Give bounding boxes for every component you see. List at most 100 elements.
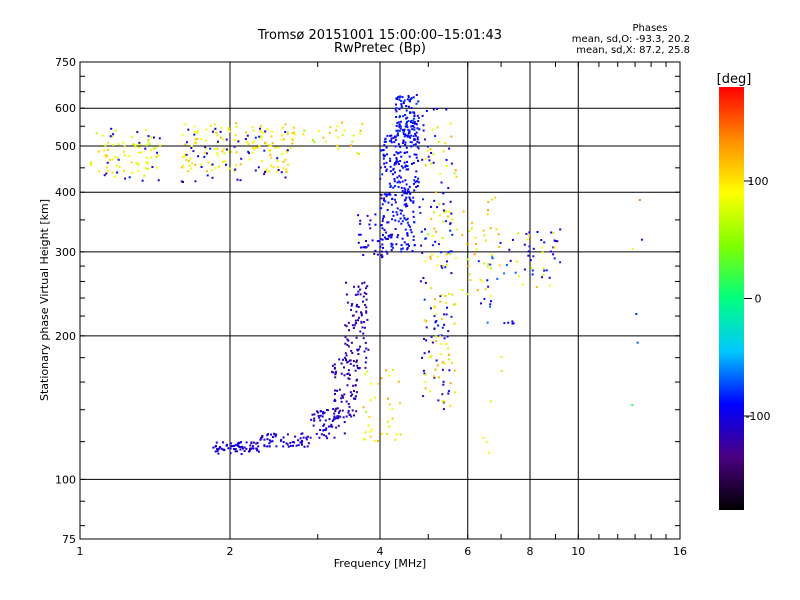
data-point [205, 128, 208, 131]
data-point [552, 246, 555, 249]
data-point [491, 256, 494, 259]
data-point [367, 348, 370, 351]
data-point [112, 143, 114, 146]
data-point [89, 162, 92, 165]
data-point [364, 246, 367, 249]
data-point [344, 324, 347, 327]
data-point [138, 151, 141, 154]
data-point [398, 116, 401, 119]
data-point [271, 440, 274, 443]
data-point [261, 435, 264, 438]
data-point [391, 407, 394, 410]
data-point [399, 127, 402, 130]
data-point [390, 139, 393, 142]
data-point [396, 176, 399, 179]
data-point [553, 257, 556, 260]
data-point [515, 260, 518, 263]
data-point [237, 140, 240, 143]
data-point [440, 294, 443, 297]
data-point [412, 182, 415, 185]
data-point [386, 252, 389, 255]
data-point [486, 279, 489, 282]
data-point [440, 181, 443, 184]
data-point [243, 446, 246, 449]
data-point [116, 171, 118, 174]
data-point [187, 170, 190, 173]
data-point [447, 215, 450, 218]
data-point [394, 185, 396, 187]
data-point [282, 167, 285, 170]
data-point [366, 214, 369, 217]
data-point [386, 153, 389, 156]
data-point [322, 429, 325, 432]
data-point [391, 233, 394, 236]
data-point [357, 241, 360, 244]
data-point [449, 253, 452, 256]
data-point [527, 254, 530, 257]
data-point [409, 136, 412, 139]
data-point [266, 434, 269, 437]
data-point [428, 350, 430, 353]
data-point [415, 94, 418, 96]
data-point [247, 150, 250, 153]
data-point [252, 447, 255, 450]
data-point [313, 419, 316, 422]
data-point [406, 121, 408, 124]
data-point [489, 303, 492, 306]
data-point [333, 436, 336, 439]
data-point [425, 339, 428, 342]
data-point [421, 251, 424, 254]
data-point [540, 239, 543, 241]
data-point [248, 158, 251, 161]
data-point [400, 105, 403, 107]
data-point [397, 163, 400, 166]
data-point [334, 409, 337, 412]
data-point [448, 369, 451, 372]
data-point [223, 160, 226, 163]
data-point [489, 227, 492, 230]
data-point [396, 160, 399, 163]
data-point [407, 94, 410, 97]
data-point [363, 438, 366, 441]
data-point [214, 127, 217, 130]
data-point [187, 160, 190, 163]
data-point [281, 126, 284, 129]
data-point [356, 367, 359, 369]
data-point [282, 138, 285, 141]
data-point [443, 337, 446, 340]
data-point [635, 313, 638, 315]
data-point [359, 293, 362, 296]
data-point [381, 238, 384, 241]
data-point [381, 250, 383, 253]
data-point [400, 244, 403, 247]
data-point [389, 236, 392, 239]
data-point [440, 265, 443, 268]
data-point [395, 151, 398, 154]
data-point [344, 352, 347, 355]
data-point [366, 318, 369, 321]
data-point [270, 144, 273, 147]
data-point [396, 98, 399, 101]
data-point [512, 322, 515, 325]
data-point [480, 302, 482, 305]
data-point [340, 362, 343, 365]
data-point [347, 402, 350, 405]
data-point [282, 441, 285, 443]
data-point [111, 171, 114, 174]
data-point [422, 277, 425, 279]
chart-subtitle: RwPretec (Bp) [333, 41, 427, 56]
data-point [389, 193, 392, 196]
data-point [531, 273, 534, 276]
stats-line-o: mean, sd,O: -93.3, 20.2 [571, 34, 690, 45]
data-point [422, 124, 425, 127]
data-point [385, 161, 388, 164]
data-point [424, 260, 427, 263]
data-point [445, 264, 448, 267]
data-point [331, 364, 334, 367]
data-point [405, 243, 408, 246]
colorbar-tick-label: 0 [755, 293, 762, 306]
data-point [351, 409, 354, 412]
data-point [389, 157, 392, 160]
data-point [407, 224, 410, 227]
data-point [233, 169, 236, 172]
